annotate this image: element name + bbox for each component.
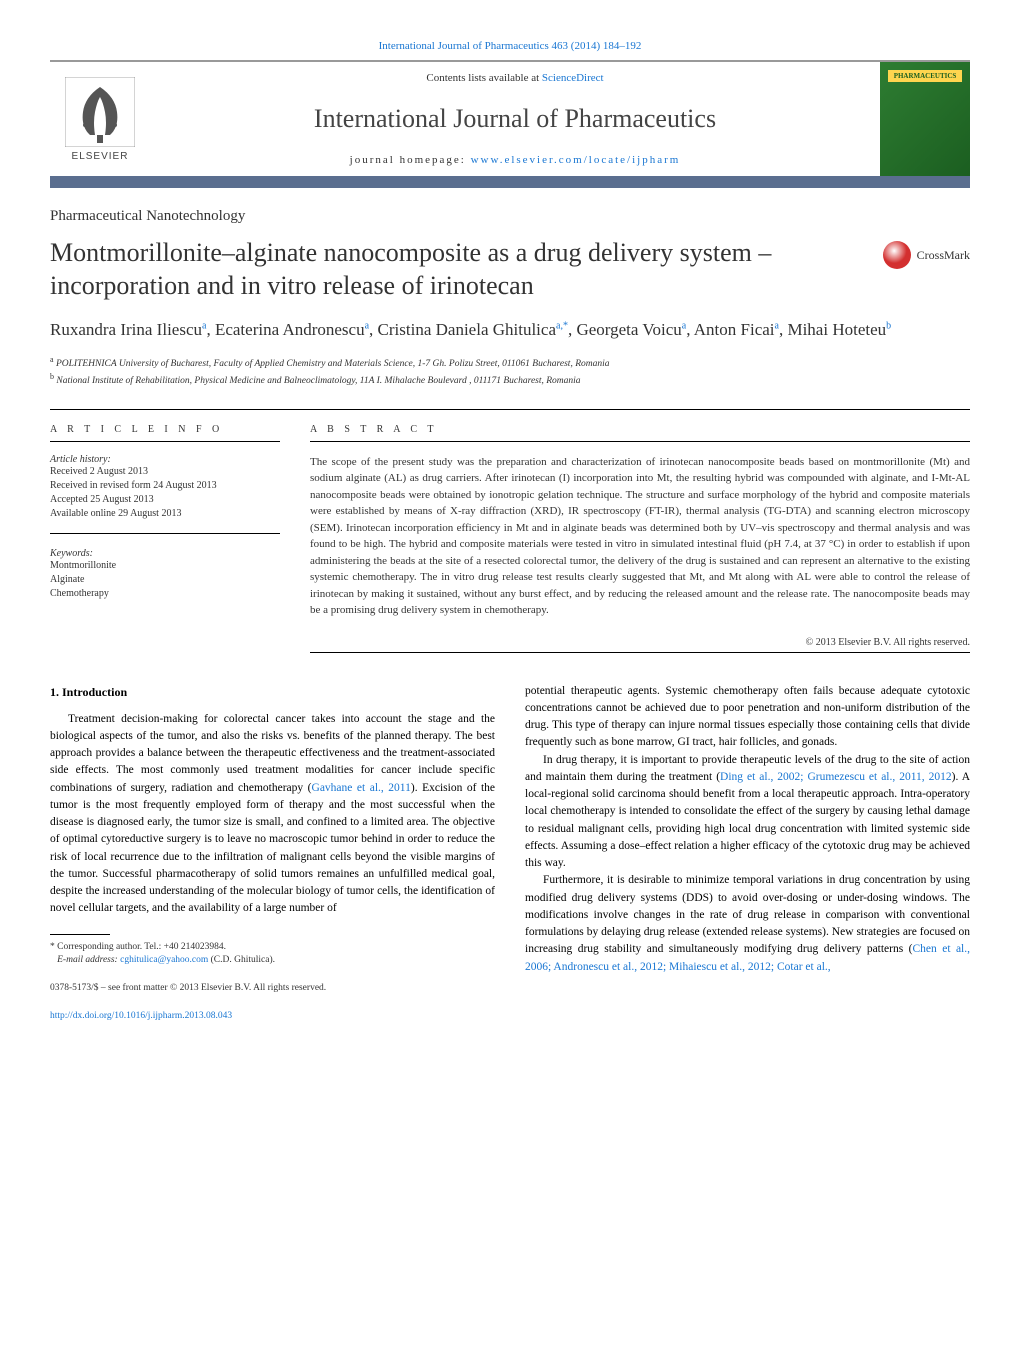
- contents-prefix: Contents lists available at: [426, 72, 541, 84]
- homepage-link[interactable]: www.elsevier.com/locate/ijpharm: [471, 154, 681, 166]
- contents-line: Contents lists available at ScienceDirec…: [170, 72, 860, 84]
- doi-link[interactable]: http://dx.doi.org/10.1016/j.ijpharm.2013…: [50, 1011, 232, 1021]
- affiliation-a: a POLITEHNICA University of Bucharest, F…: [50, 354, 970, 371]
- citation-gavhane[interactable]: Gavhane et al., 2011: [312, 782, 411, 794]
- elsevier-label: ELSEVIER: [72, 151, 129, 162]
- corresponding-email-link[interactable]: cghitulica@yahoo.com: [120, 955, 208, 965]
- article-info-column: A R T I C L E I N F O Article history: R…: [50, 424, 280, 653]
- journal-header-band: ELSEVIER Contents lists available at Sci…: [50, 60, 970, 188]
- journal-reference-link[interactable]: International Journal of Pharmaceutics 4…: [50, 40, 970, 52]
- history-online: Available online 29 August 2013: [50, 507, 280, 521]
- keyword-0: Montmorillonite: [50, 559, 280, 573]
- body-columns: 1. Introduction Treatment decision-makin…: [50, 683, 970, 1024]
- body-para-2: potential therapeutic agents. Systemic c…: [525, 683, 970, 752]
- journal-name: International Journal of Pharmaceutics: [170, 104, 860, 134]
- footnote-rule: [50, 934, 110, 935]
- keyword-2: Chemotherapy: [50, 587, 280, 601]
- abstract-rule: [310, 652, 970, 653]
- crossmark-icon: [883, 241, 911, 269]
- body-para-3: In drug therapy, it is important to prov…: [525, 752, 970, 873]
- sciencedirect-link[interactable]: ScienceDirect: [542, 72, 604, 84]
- body-column-right: potential therapeutic agents. Systemic c…: [525, 683, 970, 1024]
- body-column-left: 1. Introduction Treatment decision-makin…: [50, 683, 495, 1024]
- corresponding-author-footnote: * Corresponding author. Tel.: +40 214023…: [50, 941, 495, 968]
- body-para-4: Furthermore, it is desirable to minimize…: [525, 872, 970, 976]
- history-label: Article history:: [50, 454, 280, 465]
- abstract-copyright: © 2013 Elsevier B.V. All rights reserved…: [310, 629, 970, 648]
- crossmark-label: CrossMark: [917, 248, 970, 263]
- affiliation-b: b National Institute of Rehabilitation, …: [50, 371, 970, 388]
- header-center: Contents lists available at ScienceDirec…: [150, 62, 880, 176]
- keyword-1: Alginate: [50, 573, 280, 587]
- abstract-text: The scope of the present study was the p…: [310, 454, 970, 619]
- abstract-column: A B S T R A C T The scope of the present…: [310, 424, 970, 653]
- body-para-1: Treatment decision-making for colorectal…: [50, 711, 495, 918]
- homepage-line: journal homepage: www.elsevier.com/locat…: [170, 154, 860, 166]
- history-accepted: Accepted 25 August 2013: [50, 493, 280, 507]
- journal-cover-thumbnail: PHARMACEUTICS: [880, 62, 970, 176]
- history-received: Received 2 August 2013: [50, 465, 280, 479]
- homepage-prefix: journal homepage:: [350, 154, 471, 166]
- affiliations: a POLITEHNICA University of Bucharest, F…: [50, 354, 970, 389]
- issn-line: 0378-5173/$ – see front matter © 2013 El…: [50, 981, 495, 995]
- elsevier-logo: ELSEVIER: [50, 62, 150, 176]
- crossmark-badge[interactable]: CrossMark: [883, 241, 970, 269]
- article-info-heading: A R T I C L E I N F O: [50, 424, 280, 442]
- citation-ding[interactable]: Ding et al., 2002; Grumezescu et al., 20…: [720, 771, 952, 783]
- authors-list: Ruxandra Irina Iliescua, Ecaterina Andro…: [50, 318, 970, 342]
- elsevier-tree-icon: [65, 77, 135, 147]
- article-title: Montmorillonite–alginate nanocomposite a…: [50, 237, 863, 302]
- section-1-heading: 1. Introduction: [50, 683, 495, 701]
- abstract-heading: A B S T R A C T: [310, 424, 970, 442]
- history-revised: Received in revised form 24 August 2013: [50, 479, 280, 493]
- section-tag: Pharmaceutical Nanotechnology: [50, 208, 970, 225]
- keywords-label: Keywords:: [50, 548, 280, 559]
- cover-label: PHARMACEUTICS: [888, 70, 962, 82]
